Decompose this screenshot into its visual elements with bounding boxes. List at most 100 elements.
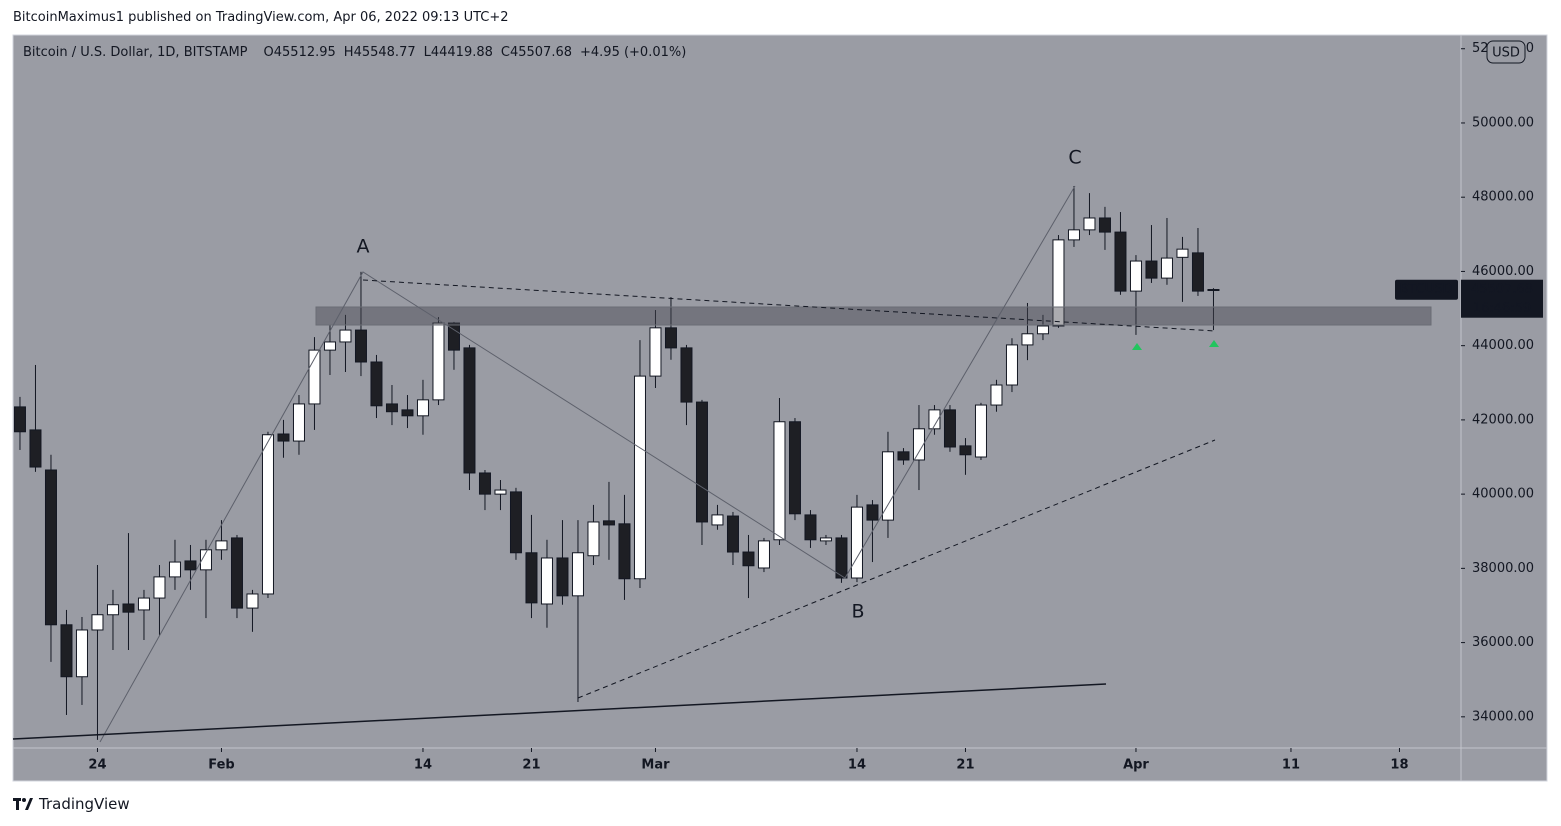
candle-body — [959, 445, 972, 456]
ohlc-key: C — [500, 45, 510, 60]
resistance-zone — [315, 306, 1432, 326]
x-tick-label: Feb — [208, 758, 234, 773]
wave-label: C — [1068, 147, 1081, 169]
candle-body — [339, 329, 352, 343]
candle-body — [866, 504, 879, 521]
green-arrow — [1132, 343, 1142, 350]
x-tick-label: 24 — [88, 758, 106, 773]
candle-body — [804, 514, 817, 541]
candle-body — [602, 520, 615, 526]
candle-body — [1036, 325, 1049, 335]
candle-body — [1207, 289, 1220, 292]
dashed-line — [362, 279, 1216, 332]
y-tick-label: 42000.00 — [1472, 412, 1534, 427]
candle-body — [912, 428, 925, 461]
ticker-tag — [1395, 279, 1458, 300]
ohlc-key: H — [343, 45, 354, 60]
candle-body — [819, 537, 832, 542]
candle-body — [261, 434, 274, 595]
logo — [13, 798, 33, 810]
candle-body — [277, 433, 290, 442]
candle-body — [1098, 217, 1111, 233]
x-tick-label: 14 — [414, 758, 432, 773]
candle-body — [215, 540, 228, 551]
ohlc-value: 45507.68 — [509, 45, 572, 60]
candle-body — [1160, 257, 1173, 279]
ticker-label: BTCUSD — [1400, 282, 1453, 297]
candle-body — [1021, 333, 1034, 346]
currency-label: USD — [1492, 46, 1520, 61]
change: +4.95 (+0.01%) — [580, 45, 687, 60]
brand: TradingView — [39, 795, 130, 813]
candle-body — [370, 361, 383, 407]
candle-body — [91, 614, 104, 631]
candle-body — [13, 406, 26, 433]
candle-body — [385, 403, 398, 413]
candle-body — [540, 557, 553, 605]
candle-body — [60, 624, 73, 678]
candle-body — [943, 409, 956, 448]
symbol-header: Bitcoin / U.S. Dollar, 1D, BITSTAMP O 455… — [23, 45, 686, 60]
candle-body — [1083, 217, 1096, 231]
currency-button[interactable] — [1486, 40, 1526, 64]
ohlc-value: 44419.88 — [430, 45, 493, 60]
candle-body — [974, 404, 987, 458]
candle-body — [122, 603, 135, 613]
candle-body — [184, 560, 197, 571]
footer: TradingView — [13, 795, 130, 813]
candle-body — [711, 514, 724, 526]
x-tick-label: 21 — [956, 758, 974, 773]
candle-body — [990, 384, 1003, 406]
candle-body — [556, 557, 569, 597]
candle-body — [633, 375, 646, 580]
ohlc-key: O — [263, 45, 274, 60]
candle-body — [680, 347, 693, 403]
candle-body — [618, 523, 631, 580]
candle-body — [447, 322, 460, 351]
dashed-support — [577, 439, 1216, 699]
x-tick-label: Apr — [1123, 758, 1149, 773]
ohlc-value: 45548.77 — [353, 45, 416, 60]
countdown-label: 16:46:59 — [1473, 301, 1531, 316]
candle-body — [463, 347, 476, 474]
publisher-line: BitcoinMaximus1 published on TradingView… — [13, 10, 509, 25]
candle-body — [75, 629, 88, 678]
candle-body — [897, 451, 910, 461]
candle-body — [292, 403, 305, 442]
y-tick-label: 36000.00 — [1472, 635, 1534, 650]
wave-label: B — [851, 601, 864, 623]
x-tick-label: 18 — [1390, 758, 1408, 773]
candle-body — [432, 322, 445, 401]
candle-body — [230, 537, 243, 609]
candle-body — [649, 327, 662, 377]
candle-body — [773, 421, 786, 541]
green-arrow — [1209, 340, 1219, 347]
chart-panel — [12, 34, 1548, 782]
ohlc-key: L — [423, 45, 431, 60]
candle-body — [246, 593, 259, 609]
candle-body — [695, 401, 708, 523]
candle-body — [354, 329, 367, 363]
candle-body — [881, 451, 894, 521]
candle-body — [137, 597, 150, 611]
candle-body — [1176, 248, 1189, 258]
candle-body — [1067, 229, 1080, 241]
candle-body — [153, 576, 166, 599]
y-tick-label: 38000.00 — [1472, 561, 1534, 576]
y-tick-label: 50000.00 — [1472, 115, 1534, 130]
x-tick-label: Mar — [641, 758, 670, 773]
long-support — [12, 683, 1107, 740]
candle-body — [168, 561, 181, 578]
y-tick-label: 40000.00 — [1472, 487, 1534, 502]
candle-body — [664, 327, 677, 349]
candle-body — [44, 469, 57, 626]
candle-body — [726, 515, 739, 553]
last-price-label: 45507.68 — [1471, 282, 1533, 297]
candle-body — [1052, 239, 1065, 327]
x-tick-label: 14 — [848, 758, 866, 773]
candle-body — [525, 552, 538, 604]
y-tick-label: 46000.00 — [1472, 264, 1534, 279]
candle-body — [106, 604, 119, 616]
